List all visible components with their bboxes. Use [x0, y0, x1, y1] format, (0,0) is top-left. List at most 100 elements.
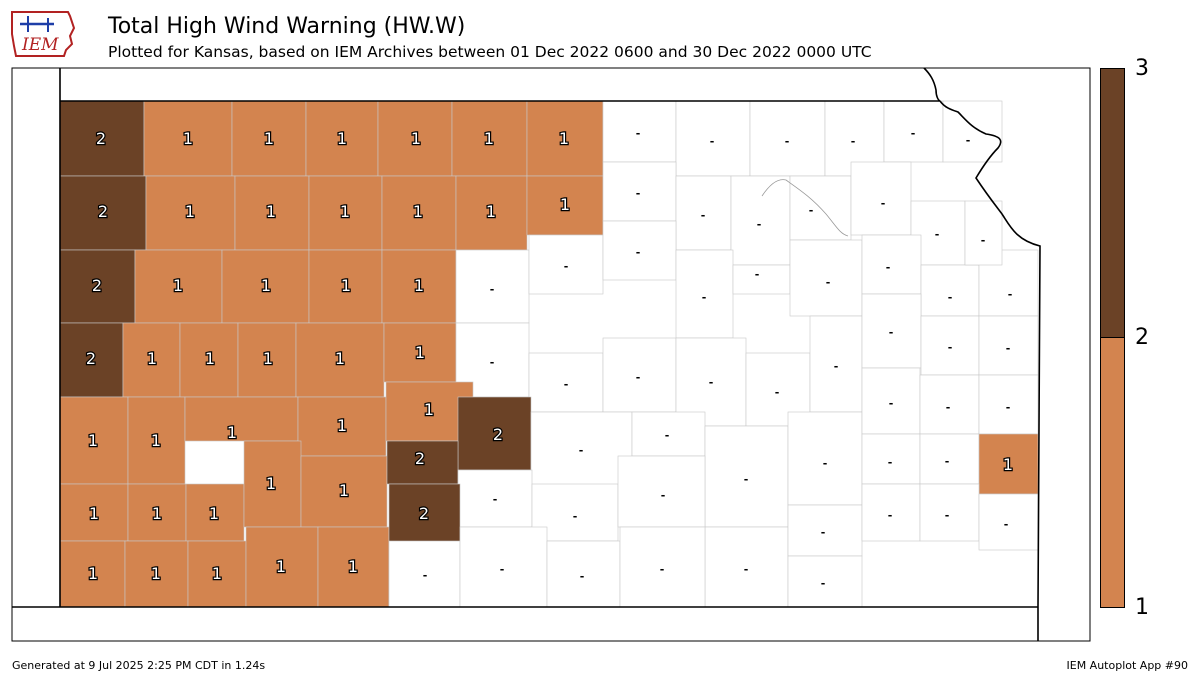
county-polygon — [919, 433, 980, 485]
county-count-label: 2 — [415, 449, 425, 468]
county-polygon — [455, 249, 530, 324]
county-polygon — [185, 483, 245, 542]
county-count-label: - — [826, 276, 831, 289]
county-count-label: - — [665, 429, 670, 442]
county-polygon — [749, 100, 826, 177]
page-subtitle: Plotted for Kansas, based on IEM Archive… — [108, 43, 872, 61]
county-count-label: 1 — [227, 423, 237, 442]
county-polygon — [457, 396, 532, 471]
county-count-label: 1 — [266, 474, 276, 493]
county-count-label: - — [851, 135, 856, 148]
county-count-label: 1 — [414, 276, 424, 295]
county-polygon — [455, 175, 528, 251]
county-polygon — [459, 526, 548, 608]
county-count-label: - — [809, 204, 814, 217]
county-count-label: 1 — [337, 129, 347, 148]
county-count-label: - — [823, 457, 828, 470]
county-count-label: 1 — [335, 349, 345, 368]
county-polygon — [134, 249, 223, 324]
county-count-label: 1 — [88, 564, 98, 583]
county-count-label: - — [636, 127, 641, 140]
county-polygon — [386, 440, 459, 485]
county-label-layer: 2 1 1 1 1 1 1 - - - - - - 2 1 1 1 1 1 1 - - - - - - 2 1 1 1 1 - - - - - - - - -… — [85, 127, 1015, 590]
county-count-label: - — [580, 570, 585, 583]
colorbar-bin-2-3 — [1100, 68, 1125, 338]
county-count-label: 2 — [86, 349, 96, 368]
county-polygon — [59, 540, 126, 608]
county-polygon — [732, 264, 791, 295]
county-polygon — [602, 337, 677, 413]
county-polygon — [377, 100, 453, 177]
county-polygon — [145, 175, 236, 251]
county-polygon — [787, 555, 863, 608]
county-polygon — [59, 483, 129, 542]
county-count-label: - — [935, 228, 940, 241]
county-count-label: - — [881, 197, 886, 210]
county-count-label: - — [1006, 342, 1011, 355]
county-polygon — [305, 100, 379, 177]
county-count-label: - — [500, 563, 505, 576]
county-polygon — [919, 483, 980, 542]
county-count-label: 1 — [264, 129, 274, 148]
county-count-label: - — [709, 376, 714, 389]
county-count-label: 1 — [559, 129, 569, 148]
county-count-label: - — [948, 291, 953, 304]
county-count-label: - — [636, 371, 641, 384]
county-polygon — [978, 493, 1039, 551]
county-count-label: 1 — [88, 431, 98, 450]
county-polygon — [631, 411, 706, 457]
iem-logo-text: IEM — [21, 35, 59, 55]
county-polygon — [809, 315, 863, 413]
county-count-label: - — [1008, 288, 1013, 301]
county-count-label: 1 — [152, 504, 162, 523]
county-polygon — [730, 175, 791, 266]
county-count-label: - — [948, 341, 953, 354]
county-count-label: 1 — [185, 202, 195, 221]
county-polygon — [234, 175, 310, 251]
county-count-label: 1 — [415, 343, 425, 362]
county-count-label: - — [755, 268, 760, 281]
county-count-label: 1 — [341, 276, 351, 295]
county-polygon — [308, 249, 383, 324]
county-count-label: 1 — [151, 564, 161, 583]
county-count-label: - — [966, 134, 971, 147]
county-polygon — [243, 440, 302, 528]
county-polygon — [528, 352, 604, 413]
county-count-label: - — [661, 489, 666, 502]
county-count-label: - — [946, 401, 951, 414]
county-polygon — [861, 483, 921, 542]
county-count-label: 2 — [98, 202, 108, 221]
county-count-label: 1 — [337, 416, 347, 435]
county-count-label: 1 — [212, 564, 222, 583]
county-polygon — [675, 249, 734, 339]
county-count-label: - — [821, 577, 826, 590]
county-count-label: 1 — [261, 276, 271, 295]
county-layer — [59, 100, 1039, 608]
county-count-label: 1 — [173, 276, 183, 295]
generated-footer: Generated at 9 Jul 2025 2:25 PM CDT in 1… — [12, 659, 266, 672]
county-polygon — [59, 100, 145, 177]
county-count-label: - — [889, 326, 894, 339]
county-count-label: 1 — [484, 129, 494, 148]
colorbar-bin-1-2 — [1100, 337, 1125, 608]
county-count-label: - — [710, 135, 715, 148]
county-count-label: - — [702, 291, 707, 304]
iem-logo: IEM — [11, 11, 76, 57]
county-count-label: 1 — [89, 504, 99, 523]
county-polygon — [297, 396, 387, 457]
county-polygon — [383, 322, 457, 383]
county-polygon — [978, 315, 1039, 376]
county-count-label: - — [945, 455, 950, 468]
county-count-label: 1 — [486, 202, 496, 221]
county-count-label: 2 — [493, 425, 503, 444]
county-count-label: - — [701, 209, 706, 222]
county-count-label: 1 — [147, 349, 157, 368]
county-count-label: 1 — [205, 349, 215, 368]
county-polygon — [850, 161, 912, 236]
county-polygon — [221, 249, 310, 324]
colorbar-tick-1: 1 — [1135, 595, 1149, 620]
county-count-label: - — [423, 569, 428, 582]
county-polygon — [59, 396, 129, 485]
county-count-label: - — [660, 563, 665, 576]
